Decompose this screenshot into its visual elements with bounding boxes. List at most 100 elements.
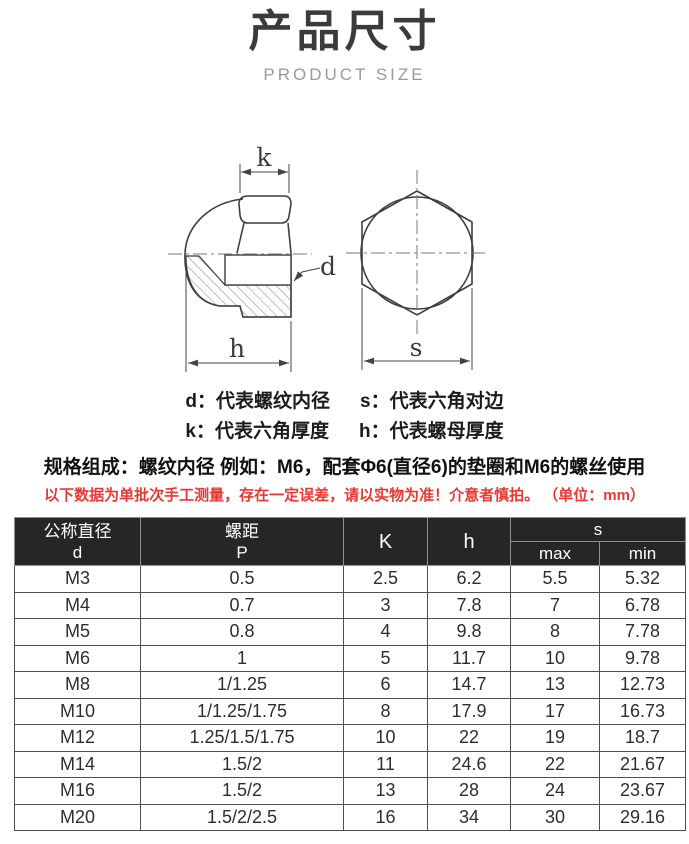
table-cell: 22 — [427, 724, 511, 752]
table-cell: M8 — [14, 671, 141, 699]
table-cell: 1.5/2/2.5 — [140, 803, 344, 831]
size-table-body: M3 0.5 2.5 6.2 5.5 5.32 M4 0.7 3 7.8 7 6.78 M5 0.8 4 9.… — [14, 565, 686, 831]
col-header-s: s — [510, 517, 686, 542]
legend-row-1: d：代表螺纹内径 s：代表六角对边 — [0, 387, 689, 417]
table-cell: 6 — [343, 671, 428, 699]
table-cell: 5 — [343, 644, 428, 672]
table-cell: 10 — [510, 644, 600, 672]
legend-item-s: s：代表六角对边 — [360, 391, 504, 412]
table-cell: 11 — [343, 750, 428, 778]
table-cell: 8 — [510, 618, 600, 646]
size-table-header: 公称直径 d 螺距 P K h s max min — [14, 517, 686, 566]
table-row: M12 1.25/1.5/1.75 10 22 19 18.7 — [14, 724, 686, 752]
table-row: M5 0.8 4 9.8 8 7.78 — [14, 618, 686, 646]
size-table: 公称直径 d 螺距 P K h s max min M3 0.5 2.5 6.2 5.5… — [14, 517, 686, 831]
table-cell: 34 — [427, 803, 511, 831]
dim-label-h: h — [229, 334, 245, 363]
col-header-nominal-diameter-cn: 公称直径 — [43, 521, 112, 541]
table-cell: 18.7 — [599, 724, 686, 752]
table-row: M6 1 5 11.7 10 9.78 — [14, 644, 686, 672]
spec-note: 规格组成：螺纹内径 例如：M6，配套Φ6(直径6)的垫圈和M6的螺丝使用 — [43, 457, 646, 478]
table-cell: 4 — [343, 618, 428, 646]
table-cell: 29.16 — [599, 803, 686, 831]
table-cell: 5.5 — [510, 565, 600, 593]
table-cell: M10 — [14, 697, 141, 725]
table-cell: 13 — [510, 671, 600, 699]
table-cell: 24 — [510, 777, 600, 805]
table-row: M16 1.5/2 13 28 24 23.67 — [14, 777, 686, 805]
table-cell: 0.7 — [140, 591, 344, 619]
table-cell: 6.2 — [427, 565, 511, 593]
table-cell: 10 — [343, 724, 428, 752]
page-subtitle: PRODUCT SIZE — [263, 65, 426, 84]
table-cell: 1/1.25 — [140, 671, 344, 699]
col-header-nominal-diameter: 公称直径 d — [14, 517, 141, 566]
col-header-k: K — [343, 517, 428, 566]
table-row: M20 1.5/2/2.5 16 34 30 29.16 — [14, 803, 686, 831]
table-cell: 0.5 — [140, 565, 344, 593]
table-cell: M20 — [14, 803, 141, 831]
table-cell: 28 — [427, 777, 511, 805]
col-header-s-min: min — [599, 541, 686, 566]
table-cell: 7.78 — [599, 618, 686, 646]
dimension-diagram: k d h s — [0, 130, 689, 382]
table-cell: 16 — [343, 803, 428, 831]
table-cell: 9.78 — [599, 644, 686, 672]
legend: d：代表螺纹内径 s：代表六角对边 k：代表六角厚度 h：代表螺母厚度 — [0, 387, 689, 447]
table-cell: M5 — [14, 618, 141, 646]
col-header-s-max: max — [510, 541, 600, 566]
table-cell: 17 — [510, 697, 600, 725]
table-row: M4 0.7 3 7.8 7 6.78 — [14, 591, 686, 619]
dim-label-k: k — [256, 143, 272, 172]
table-cell: 7.8 — [427, 591, 511, 619]
table-cell: 19 — [510, 724, 600, 752]
table-row: M10 1/1.25/1.75 8 17.9 17 16.73 — [14, 697, 686, 725]
table-cell: 1.5/2 — [140, 750, 344, 778]
table-cell: M14 — [14, 750, 141, 778]
legend-row-2: k：代表六角厚度 h：代表螺母厚度 — [0, 417, 689, 447]
table-cell: 30 — [510, 803, 600, 831]
table-cell: 9.8 — [427, 618, 511, 646]
center-lines — [168, 170, 488, 336]
col-header-pitch-letter: P — [236, 542, 248, 562]
table-cell: 0.8 — [140, 618, 344, 646]
table-cell: 7 — [510, 591, 600, 619]
table-cell: 2.5 — [343, 565, 428, 593]
disclaimer-note: 以下数据为单批次手工测量，存在一定误差，请以实物为准！介意者慎拍。 （单位：mm… — [44, 487, 645, 504]
col-header-h: h — [427, 517, 511, 566]
legend-item-h: h：代表螺母厚度 — [358, 421, 504, 442]
legend-item-d: d：代表螺纹内径 — [185, 391, 331, 412]
dimension-lines — [185, 164, 473, 372]
table-cell: 16.73 — [599, 697, 686, 725]
table-cell: 8 — [343, 697, 428, 725]
table-cell: 6.78 — [599, 591, 686, 619]
table-cell: 12.73 — [599, 671, 686, 699]
table-cell: 5.32 — [599, 565, 686, 593]
table-cell: 1 — [140, 644, 344, 672]
dim-label-s: s — [410, 333, 423, 362]
col-header-nominal-diameter-letter: d — [72, 542, 83, 562]
table-cell: M12 — [14, 724, 141, 752]
table-cell: M16 — [14, 777, 141, 805]
table-cell: 3 — [343, 591, 428, 619]
page-title: 产品尺寸 — [248, 7, 441, 56]
table-cell: 1.25/1.5/1.75 — [140, 724, 344, 752]
table-cell: 21.67 — [599, 750, 686, 778]
table-cell: 22 — [510, 750, 600, 778]
table-cell: 11.7 — [427, 644, 511, 672]
table-cell: 14.7 — [427, 671, 511, 699]
table-cell: 23.67 — [599, 777, 686, 805]
table-cell: M3 — [14, 565, 141, 593]
legend-item-k: k：代表六角厚度 — [185, 421, 329, 442]
col-header-pitch: 螺距 P — [140, 517, 344, 566]
cap-nut-drawing: k d h s — [168, 143, 488, 372]
table-cell: M6 — [14, 644, 141, 672]
table-cell: M4 — [14, 591, 141, 619]
col-header-pitch-cn: 螺距 — [225, 521, 259, 541]
table-cell: 17.9 — [427, 697, 511, 725]
table-row: M14 1.5/2 11 24.6 22 21.67 — [14, 750, 686, 778]
table-row: M8 1/1.25 6 14.7 13 12.73 — [14, 671, 686, 699]
table-cell: 13 — [343, 777, 428, 805]
side-section-view — [184, 195, 292, 318]
table-cell: 1.5/2 — [140, 777, 344, 805]
